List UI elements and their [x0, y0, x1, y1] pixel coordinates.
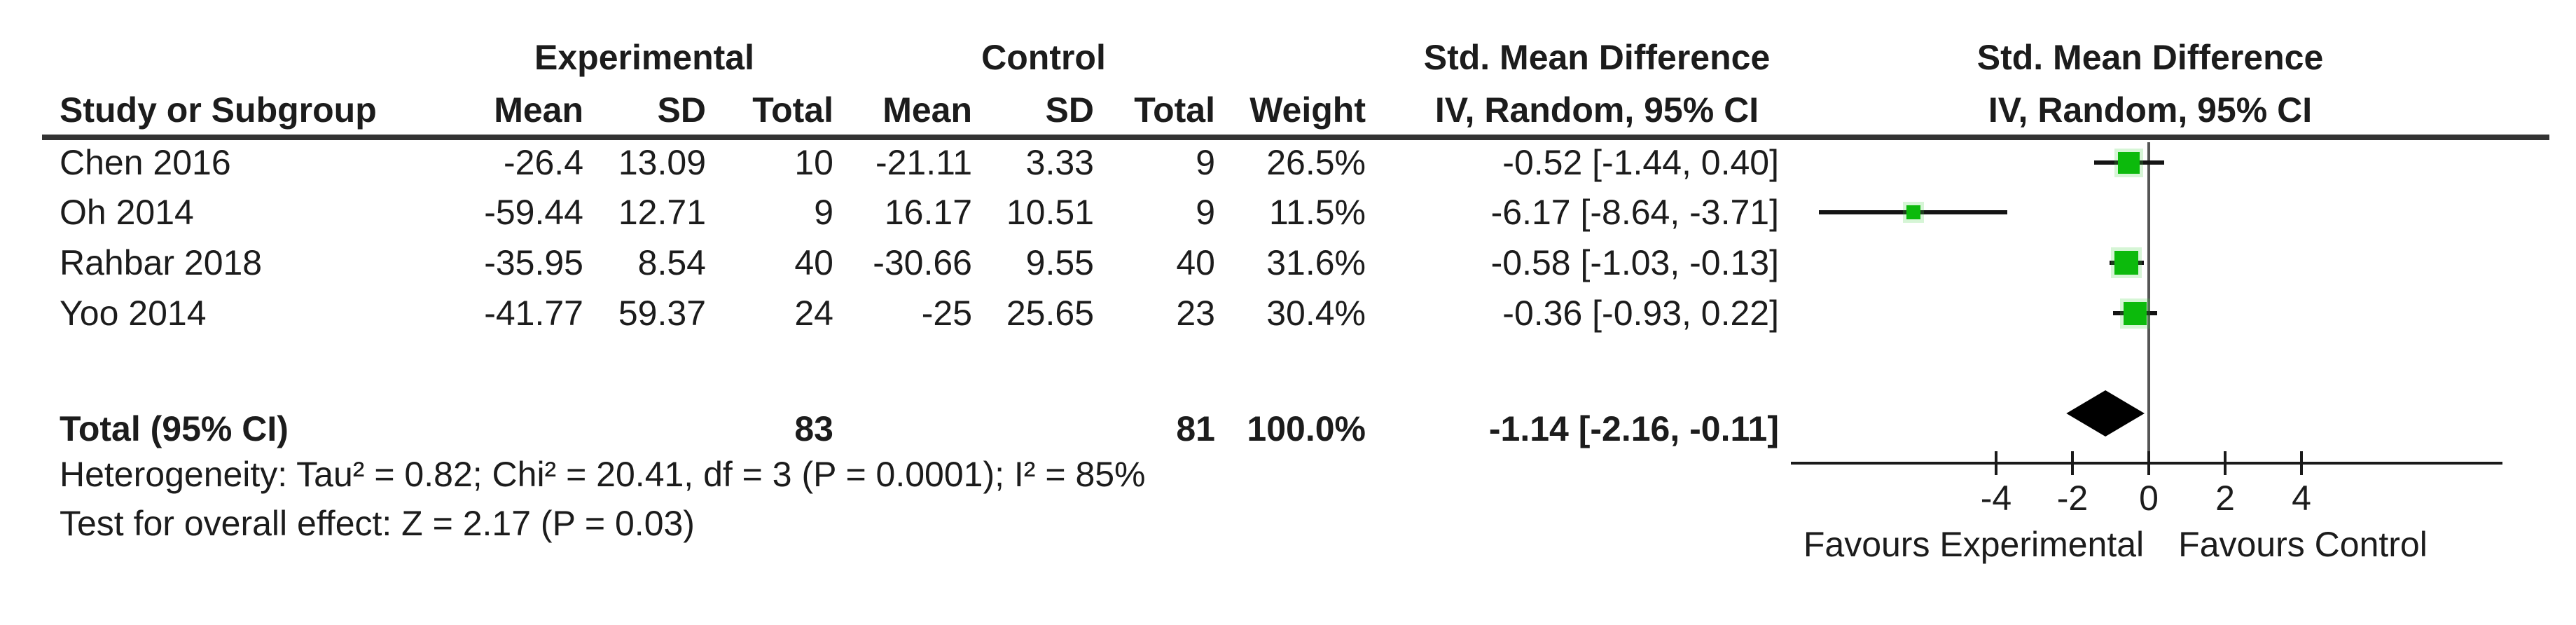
heterogeneity-note: Heterogeneity: Tau² = 0.82; Chi² = 20.41… [60, 455, 1146, 494]
zero-reference-line [2147, 142, 2150, 464]
exp-sd-cell: 12.71 [618, 193, 706, 232]
ctrl-total-cell: 9 [1196, 143, 1215, 182]
ctrl-sd-cell: 10.51 [1006, 193, 1094, 232]
exp-sd-cell: 59.37 [618, 294, 706, 333]
exp-total-cell: 24 [794, 294, 833, 333]
axis-tick [2224, 451, 2227, 475]
exp-sd-cell: 13.09 [618, 143, 706, 182]
ctrl-sd-cell: 3.33 [1025, 143, 1094, 182]
study-label: Oh 2014 [60, 193, 194, 232]
smd-ci-cell: -6.17 [-8.64, -3.71] [1490, 193, 1779, 232]
favours-experimental-label: Favours Experimental [1803, 525, 2145, 564]
effect-square [2118, 151, 2140, 174]
weight-cell: 31.6% [1266, 243, 1366, 282]
smd-ci-cell: -0.52 [-1.44, 0.40] [1502, 143, 1779, 182]
col-header-iv-plot: IV, Random, 95% CI [1988, 90, 2313, 130]
ctrl-total-cell: 23 [1176, 294, 1215, 333]
study-label: Yoo 2014 [60, 294, 207, 333]
smd-ci-cell: -0.36 [-0.93, 0.22] [1502, 294, 1779, 333]
header-separator-line [42, 135, 2549, 140]
axis-tick [1995, 451, 1997, 475]
exp-mean-cell: -41.77 [484, 294, 583, 333]
axis-tick [2071, 451, 2074, 475]
effect-square [2123, 301, 2147, 325]
exp-mean-cell: -35.95 [484, 243, 583, 282]
exp-mean-cell: -59.44 [484, 193, 583, 232]
weight-cell: 11.5% [1268, 193, 1366, 232]
col-header-iv-text: IV, Random, 95% CI [1434, 90, 1759, 130]
x-axis-line [1791, 462, 2502, 465]
ctrl-mean-cell: -30.66 [873, 243, 972, 282]
ctrl-mean-cell: -25 [921, 294, 972, 333]
ctrl-mean-cell: -21.11 [875, 143, 972, 182]
col-header-ctrl-mean: Mean [882, 90, 972, 130]
exp-total-cell: 40 [794, 243, 833, 282]
effect-square [1906, 205, 1920, 219]
col-header-exp-sd: SD [657, 90, 706, 130]
axis-tick-label: 4 [2292, 479, 2311, 518]
favours-control-label: Favours Control [2178, 525, 2428, 564]
total-weight: 100.0% [1247, 409, 1366, 448]
axis-tick [2300, 451, 2303, 475]
exp-sd-cell: 8.54 [637, 243, 706, 282]
total-exp-total: 83 [794, 409, 833, 448]
total-smd-ci: -1.14 [-2.16, -0.11] [1488, 409, 1779, 448]
axis-tick-label: 0 [2139, 479, 2159, 518]
exp-mean-cell: -26.4 [504, 143, 583, 182]
axis-tick-label: -4 [1980, 479, 2012, 518]
axis-tick-label: 2 [2215, 479, 2235, 518]
col-header-exp-total: Total [752, 90, 833, 130]
group-header-smd-plot: Std. Mean Difference [1976, 38, 2324, 77]
study-label: Rahbar 2018 [60, 243, 263, 282]
effect-square [2114, 251, 2139, 275]
col-header-exp-mean: Mean [494, 90, 583, 130]
weight-cell: 30.4% [1266, 294, 1366, 333]
ctrl-sd-cell: 25.65 [1006, 294, 1094, 333]
axis-tick [2147, 451, 2150, 475]
ctrl-total-cell: 40 [1176, 243, 1215, 282]
exp-total-cell: 10 [794, 143, 833, 182]
total-label: Total (95% CI) [60, 409, 289, 448]
axis-tick-label: -2 [2056, 479, 2089, 518]
ctrl-mean-cell: 16.17 [884, 193, 972, 232]
summary-diamond [2066, 390, 2145, 437]
weight-cell: 26.5% [1266, 143, 1366, 182]
col-header-ctrl-total: Total [1134, 90, 1215, 130]
col-header-weight: Weight [1249, 90, 1366, 130]
group-header-experimental: Experimental [534, 38, 755, 77]
overall-effect-note: Test for overall effect: Z = 2.17 (P = 0… [60, 504, 695, 543]
ctrl-total-cell: 9 [1196, 193, 1215, 232]
col-header-ctrl-sd: SD [1045, 90, 1094, 130]
ctrl-sd-cell: 9.55 [1025, 243, 1094, 282]
col-header-study: Study or Subgroup [60, 90, 377, 130]
group-header-control: Control [981, 38, 1106, 77]
smd-ci-cell: -0.58 [-1.03, -0.13] [1490, 243, 1779, 282]
study-label: Chen 2016 [60, 143, 231, 182]
group-header-smd-text: Std. Mean Difference [1423, 38, 1771, 77]
exp-total-cell: 9 [814, 193, 833, 232]
total-ctrl-total: 81 [1176, 409, 1215, 448]
